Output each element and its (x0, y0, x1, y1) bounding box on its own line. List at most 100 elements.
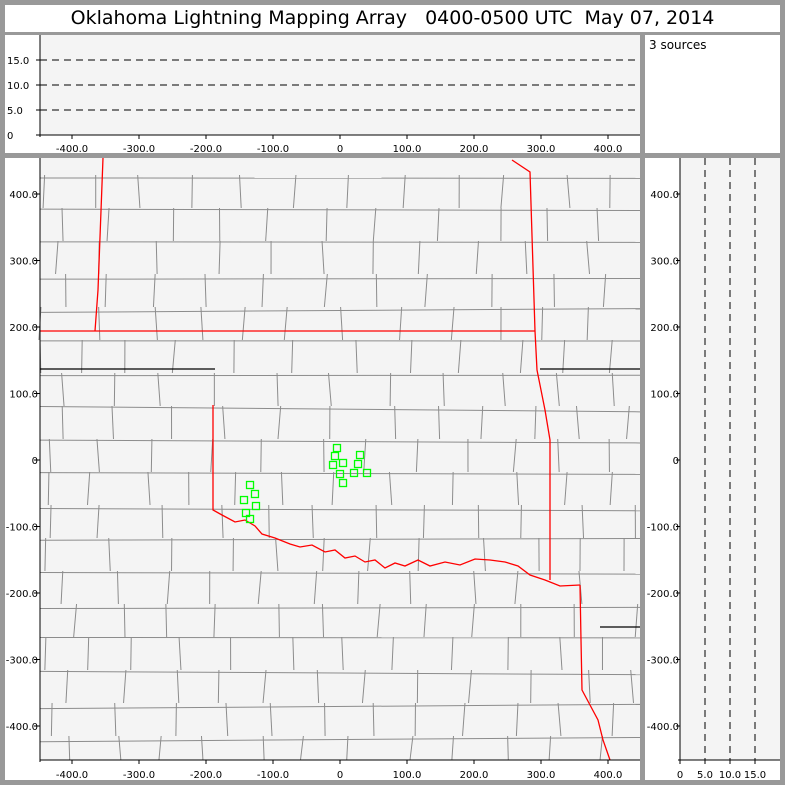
county-line (462, 702, 466, 737)
county-line (361, 669, 366, 704)
county-line (608, 339, 613, 374)
county-line (514, 570, 519, 605)
county-line (394, 405, 397, 440)
county-line (176, 669, 180, 704)
county-line (399, 306, 403, 341)
lightning-source-point (328, 460, 338, 470)
county-line (409, 735, 414, 761)
county-line (311, 504, 314, 539)
county-line (391, 636, 394, 671)
county-line (147, 471, 151, 506)
county-line (123, 669, 127, 704)
county-line (276, 372, 279, 407)
county-line (50, 702, 53, 737)
county-line (175, 702, 177, 737)
county-line (61, 405, 64, 440)
x-tick-label: 300.0 (527, 770, 556, 781)
tx-ar-la-border (579, 584, 611, 761)
county-line (39, 277, 641, 280)
x-tick-label: 400.0 (594, 144, 623, 155)
county-line (217, 669, 220, 704)
county-line (557, 438, 560, 473)
county-line (626, 405, 630, 440)
county-line (410, 339, 413, 374)
county-line (239, 174, 242, 209)
county-line (566, 174, 571, 209)
lightning-source-point (245, 514, 255, 524)
lightning-source-point (332, 443, 342, 453)
x-tick-label: 0 (337, 144, 343, 155)
county-line (292, 174, 297, 209)
county-line (155, 240, 158, 275)
county-line (150, 438, 153, 473)
county-line (39, 670, 641, 676)
state-border-west (94, 157, 104, 332)
y-tick-label: 5.0 (7, 106, 23, 117)
y-tick-label: -300.0 (647, 656, 679, 667)
county-line (213, 603, 216, 638)
county-line (502, 372, 506, 407)
lightning-source-point (338, 458, 348, 468)
county-line (262, 735, 265, 761)
county-line (39, 736, 641, 743)
county-line (524, 240, 528, 275)
county-line (340, 306, 344, 341)
county-line (96, 504, 100, 539)
county-line (116, 570, 119, 605)
sources-count: 3 sources (649, 38, 707, 52)
x-tick-label: 0 (337, 770, 343, 781)
county-line (548, 735, 552, 761)
county-line (154, 306, 158, 341)
county-line (423, 603, 427, 638)
county-line (278, 603, 280, 638)
county-line (473, 570, 477, 605)
county-line (363, 438, 367, 473)
county-line (546, 207, 549, 242)
county-line (442, 372, 445, 407)
county-line (137, 174, 141, 209)
county-line (375, 504, 378, 539)
county-line (234, 471, 237, 506)
county-line (609, 471, 613, 506)
county-line (158, 735, 162, 761)
county-line (507, 735, 509, 761)
county-line (178, 636, 182, 671)
county-line (200, 735, 204, 761)
county-line (611, 702, 615, 737)
x-tick-label: -200.0 (190, 144, 222, 155)
county-line (372, 207, 377, 242)
county-line (519, 339, 524, 374)
county-line (204, 273, 207, 308)
x-tick-label: 100.0 (393, 144, 422, 155)
y-tick-label: 300.0 (9, 257, 38, 268)
lightning-source-point (245, 480, 255, 490)
x-tick-label: -300.0 (123, 144, 155, 155)
county-line (475, 240, 479, 275)
county-line (389, 372, 392, 407)
county-line (611, 372, 615, 407)
y-tick-label: -300.0 (6, 656, 38, 667)
county-line (355, 339, 358, 374)
county-line (65, 669, 69, 704)
county-line (39, 241, 641, 243)
county-line (341, 636, 344, 671)
lightning-source-point (355, 450, 365, 460)
county-line (96, 438, 100, 473)
county-line (541, 306, 544, 341)
x-tick-label: 15.0 (744, 770, 766, 781)
x-tick-label: 100.0 (393, 770, 422, 781)
county-line (322, 537, 325, 572)
y-tick-label: 0 (673, 456, 679, 467)
x-tick-label: -400.0 (56, 144, 88, 155)
county-line (44, 636, 47, 671)
county-line (468, 669, 472, 704)
county-line (575, 405, 580, 440)
county-line (39, 571, 641, 575)
county-line (417, 240, 421, 275)
county-line (321, 240, 325, 275)
county-line (221, 504, 224, 539)
y-tick-label: -100.0 (647, 523, 679, 534)
county-line (512, 438, 517, 473)
county-line (39, 606, 641, 610)
y-tick-label: 300.0 (650, 257, 679, 268)
